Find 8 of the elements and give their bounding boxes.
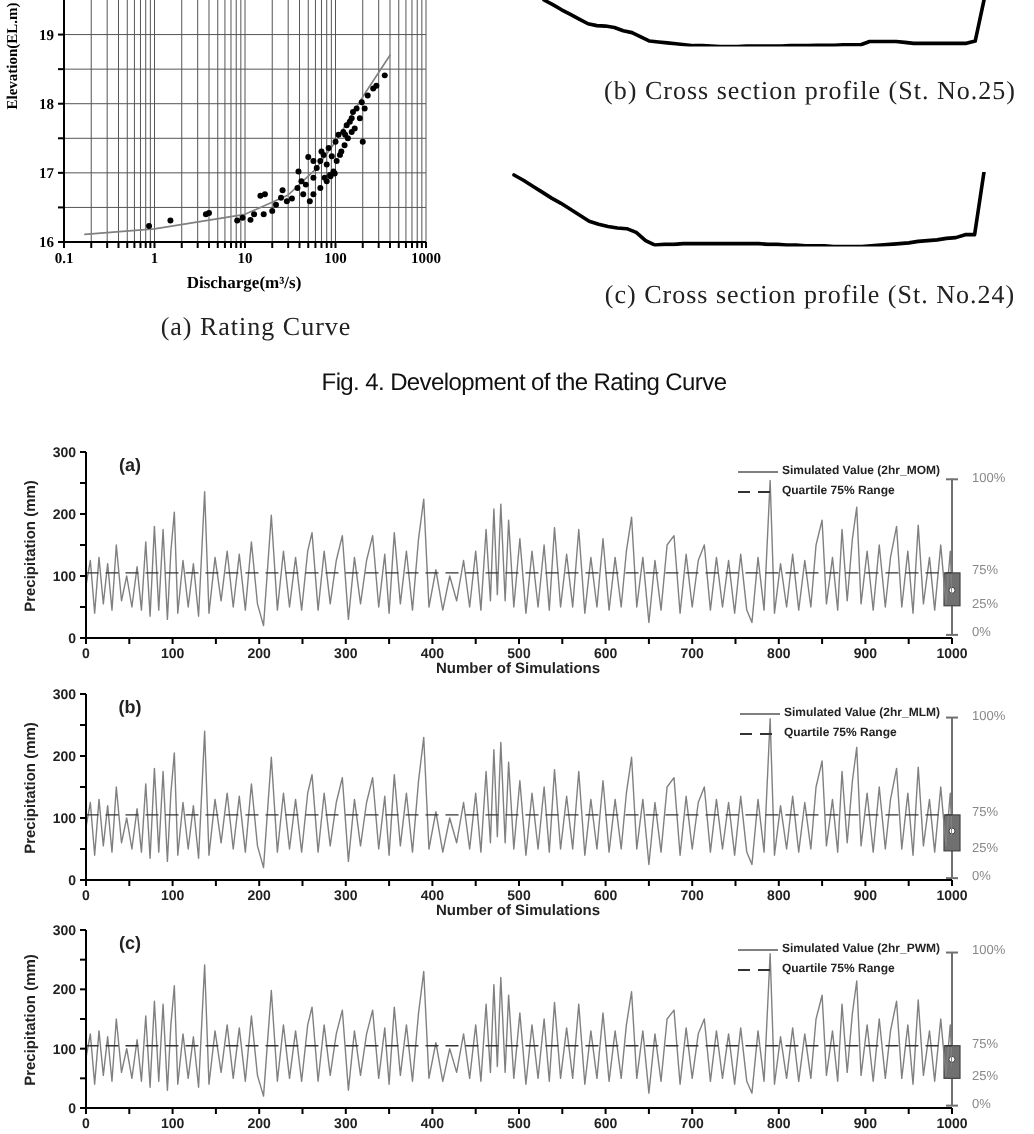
text: (b) Cross section profile (St. No.25) xyxy=(604,75,1016,105)
chart-title: (a) xyxy=(119,455,141,475)
text: (c) Cross section profile (St. No.24) xyxy=(604,278,1016,309)
text: (a) Rating Curve xyxy=(160,311,352,341)
caption: Fig. 4. Development of the Rating Curve xyxy=(321,367,727,396)
chart-title: (c) xyxy=(119,933,141,953)
chart-title: (b) xyxy=(118,697,142,717)
x-axis-title: Discharge(m³/s) xyxy=(186,271,302,292)
